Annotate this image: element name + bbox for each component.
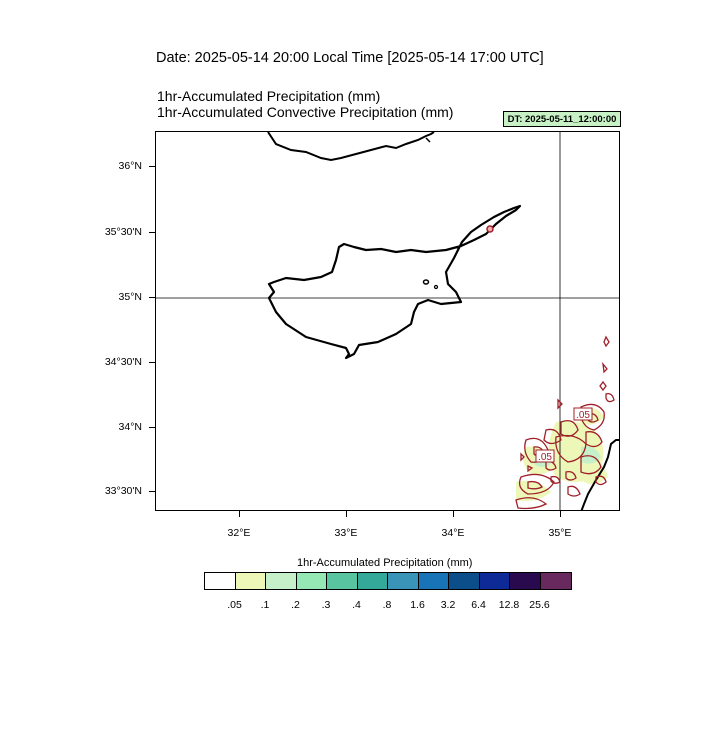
lat-label: 33°30'N [104, 485, 142, 497]
lon-label: 35°E [548, 527, 572, 539]
lat-label: 34°30'N [104, 356, 142, 368]
colorbar-cell [388, 573, 419, 589]
title-convective-precipitation: 1hr-Accumulated Convective Precipitation… [157, 104, 454, 120]
colorbar-cell [540, 573, 571, 589]
colorbar-cell [418, 573, 449, 589]
lat-label: 34°N [118, 421, 142, 433]
colorbar-label: 3.2 [440, 599, 456, 611]
colorbar-label: 1.6 [410, 599, 425, 611]
map-svg: .05 .05 [156, 132, 619, 510]
lon-label: 33°E [334, 527, 358, 539]
lat-label: 35°30'N [104, 226, 142, 238]
colorbar-label: 12.8 [498, 599, 520, 611]
date-line: Date: 2025-05-14 20:00 Local Time [2025-… [156, 50, 544, 66]
cyprus-coastline [267, 204, 522, 360]
map-panel: .05 .05 [155, 131, 620, 511]
lon-label: 34°E [441, 527, 465, 539]
lat-label: 36°N [118, 160, 142, 172]
lon-label: 32°E [227, 527, 251, 539]
colorbar-label: .8 [382, 599, 392, 611]
colorbar-cell [266, 573, 297, 589]
colorbar-label: .2 [291, 599, 300, 611]
colorbar-label: 25.6 [529, 599, 550, 611]
contour-labels: .05 .05 [535, 407, 593, 463]
colorbar-cell [479, 573, 510, 589]
colorbar-label: .05 [227, 599, 242, 611]
title-precipitation: 1hr-Accumulated Precipitation (mm) [157, 88, 381, 104]
colorbar-title: 1hr-Accumulated Precipitation (mm) [297, 557, 473, 569]
colorbar-cell [235, 573, 266, 589]
colorbar-cell [357, 573, 388, 589]
colorbar [204, 572, 572, 590]
colorbar-cell [296, 573, 327, 589]
dt-badge: DT: 2025-05-11_12:00:00 [503, 111, 621, 127]
turkey-coastline [267, 132, 435, 162]
colorbar-cell [510, 573, 541, 589]
colorbar-label: .1 [260, 599, 270, 611]
contour-label: .05 [538, 452, 552, 463]
colorbar-cell [205, 573, 236, 589]
colorbar-cell [327, 573, 358, 589]
colorbar-cell [449, 573, 480, 589]
colorbar-label: .4 [352, 599, 361, 611]
precip-contours [515, 335, 615, 510]
colorbar-label: .3 [321, 599, 331, 611]
contour-label: .05 [576, 410, 590, 421]
levant-coastline [580, 439, 619, 510]
colorbar-label: 6.4 [471, 599, 486, 611]
lat-label: 35°N [118, 291, 142, 303]
